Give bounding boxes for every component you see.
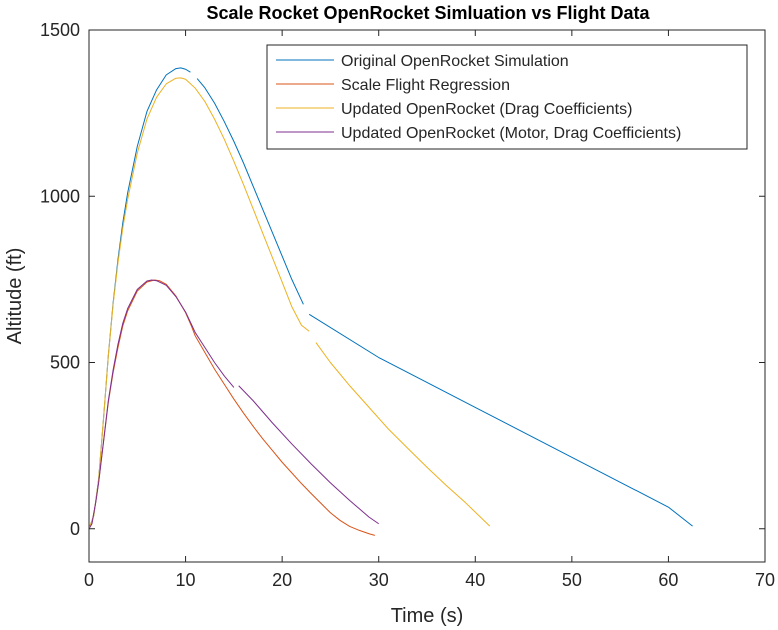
legend-entry-2: Scale Flight Regression [341, 77, 510, 94]
series-line-1-segment-2 [196, 78, 304, 305]
y-tick-label: 1500 [40, 20, 80, 40]
x-tick-label: 10 [176, 570, 196, 590]
y-tick-label: 500 [50, 353, 80, 373]
y-tick-label: 1000 [40, 186, 80, 206]
x-tick-label: 40 [465, 570, 485, 590]
y-tick-label: 0 [70, 519, 80, 539]
x-tick-label: 60 [658, 570, 678, 590]
x-tick-label: 70 [755, 570, 775, 590]
legend-entry-4: Updated OpenRocket (Motor, Drag Coeffici… [341, 125, 681, 142]
legend-entry-3: Updated OpenRocket (Drag Coefficients) [341, 101, 632, 118]
x-axis-label: Time (s) [391, 605, 464, 627]
series-line-1-segment-3 [308, 313, 693, 527]
legend-box [266, 44, 748, 150]
legend: Original OpenRocket Simulation Scale Flig… [266, 44, 748, 150]
chart-title: Scale Rocket OpenRocket Simluation vs Fl… [206, 3, 650, 23]
y-axis-label: Altitude (ft) [4, 248, 26, 345]
series-line-4-segment-2 [238, 385, 379, 525]
x-tick-label: 20 [272, 570, 292, 590]
x-tick-label: 30 [369, 570, 389, 590]
axis-layer: 0 10 20 30 40 50 60 70 0 500 1000 1500 [40, 20, 775, 590]
series-line-4-segment-1 [89, 279, 235, 530]
series-line-3-segment-1 [89, 77, 310, 529]
series-layer [89, 67, 693, 536]
legend-entry-1: Original OpenRocket Simulation [341, 53, 569, 70]
series-line-3-segment-2 [315, 342, 491, 527]
series-line-2-segment-1 [89, 279, 375, 536]
x-tick-label: 0 [84, 570, 94, 590]
x-tick-label: 50 [562, 570, 582, 590]
